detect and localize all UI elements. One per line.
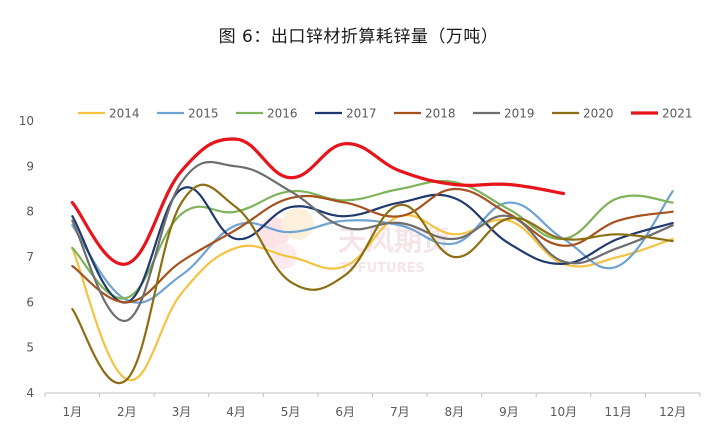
legend: 2014 2015 2016 2017 2018 2019 2020 2021 [78,107,693,121]
watermark-en-text: TFFUTURES [340,261,425,276]
y-tick-label: 8 [26,205,34,219]
legend-label-2018: 2018 [425,107,456,121]
y-tick-label: 10 [19,114,34,128]
series-line-2021 [70,137,566,266]
x-tick-label: 1月 [62,405,82,419]
legend-label-2019: 2019 [504,107,535,121]
series-line-2019 [71,160,674,322]
x-tick-label: 3月 [172,405,192,419]
x-tick-label: 2月 [117,405,137,419]
x-tick-label: 5月 [281,405,301,419]
chart-title: 图 6：出口锌材折算耗锌量（万吨） [218,27,499,47]
y-tick-label: 5 [26,341,34,355]
x-tick-label: 10月 [550,405,577,419]
legend-label-2021: 2021 [662,107,693,121]
x-tick-label: 12月 [659,405,686,419]
series-line-2015 [71,190,674,304]
series-line-2017 [71,186,674,304]
x-tick-label: 4月 [226,405,246,419]
y-tick-label: 9 [26,159,34,173]
legend-label-2020: 2020 [583,107,614,121]
x-axis-ticks: 1月 2月 3月 4月 5月 6月 7月 8月 9月 10月 11月 12月 [44,393,701,419]
legend-label-2014: 2014 [109,107,140,121]
y-tick-label: 4 [26,386,34,400]
y-tick-label: 7 [26,250,34,264]
series-line-2020 [71,183,674,384]
x-tick-label: 6月 [335,405,355,419]
x-tick-label: 8月 [445,405,465,419]
x-tick-label: 7月 [390,405,410,419]
y-axis-ticks: 4 5 6 7 8 9 10 [19,114,34,400]
y-tick-label: 6 [26,295,34,309]
legend-label-2015: 2015 [188,107,219,121]
legend-label-2016: 2016 [267,107,298,121]
series-line-2018 [71,187,674,304]
series-lines [70,137,674,384]
legend-label-2017: 2017 [346,107,377,121]
x-tick-label: 9月 [499,405,519,419]
x-tick-label: 11月 [604,405,631,419]
watermark-logo-dot-yellow [282,208,314,240]
